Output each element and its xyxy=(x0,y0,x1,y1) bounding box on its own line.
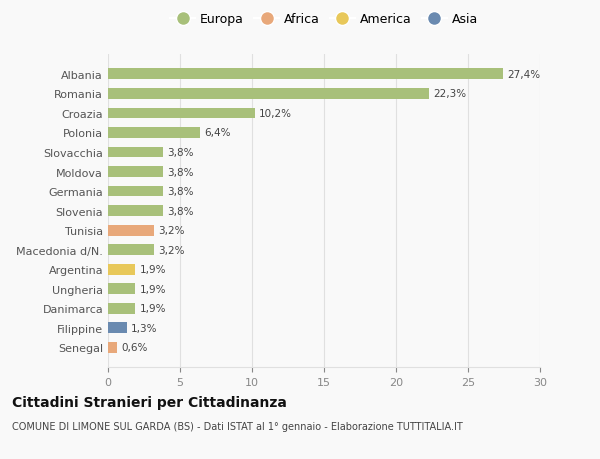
Text: 27,4%: 27,4% xyxy=(507,70,540,79)
Bar xyxy=(108,264,136,275)
Text: 1,9%: 1,9% xyxy=(140,304,166,313)
Bar xyxy=(108,323,127,334)
Text: 3,8%: 3,8% xyxy=(167,167,194,177)
Text: 3,8%: 3,8% xyxy=(167,206,194,216)
Text: 1,3%: 1,3% xyxy=(131,323,158,333)
Bar xyxy=(108,284,136,295)
Bar xyxy=(108,147,163,158)
Bar xyxy=(108,108,255,119)
Bar xyxy=(108,89,429,100)
Bar xyxy=(108,342,116,353)
Text: 10,2%: 10,2% xyxy=(259,109,292,118)
Text: COMUNE DI LIMONE SUL GARDA (BS) - Dati ISTAT al 1° gennaio - Elaborazione TUTTIT: COMUNE DI LIMONE SUL GARDA (BS) - Dati I… xyxy=(12,421,463,431)
Bar xyxy=(108,225,154,236)
Text: 3,8%: 3,8% xyxy=(167,187,194,196)
Bar xyxy=(108,167,163,178)
Bar xyxy=(108,186,163,197)
Bar xyxy=(108,206,163,217)
Bar xyxy=(108,303,136,314)
Legend: Europa, Africa, America, Asia: Europa, Africa, America, Asia xyxy=(165,8,483,31)
Text: 1,9%: 1,9% xyxy=(140,265,166,274)
Bar xyxy=(108,245,154,256)
Text: Cittadini Stranieri per Cittadinanza: Cittadini Stranieri per Cittadinanza xyxy=(12,395,287,409)
Text: 3,2%: 3,2% xyxy=(158,226,185,235)
Text: 3,2%: 3,2% xyxy=(158,245,185,255)
Text: 0,6%: 0,6% xyxy=(121,343,148,353)
Text: 3,8%: 3,8% xyxy=(167,148,194,157)
Text: 1,9%: 1,9% xyxy=(140,284,166,294)
Text: 6,4%: 6,4% xyxy=(205,128,231,138)
Bar xyxy=(108,69,503,80)
Text: 22,3%: 22,3% xyxy=(433,89,467,99)
Bar xyxy=(108,128,200,139)
